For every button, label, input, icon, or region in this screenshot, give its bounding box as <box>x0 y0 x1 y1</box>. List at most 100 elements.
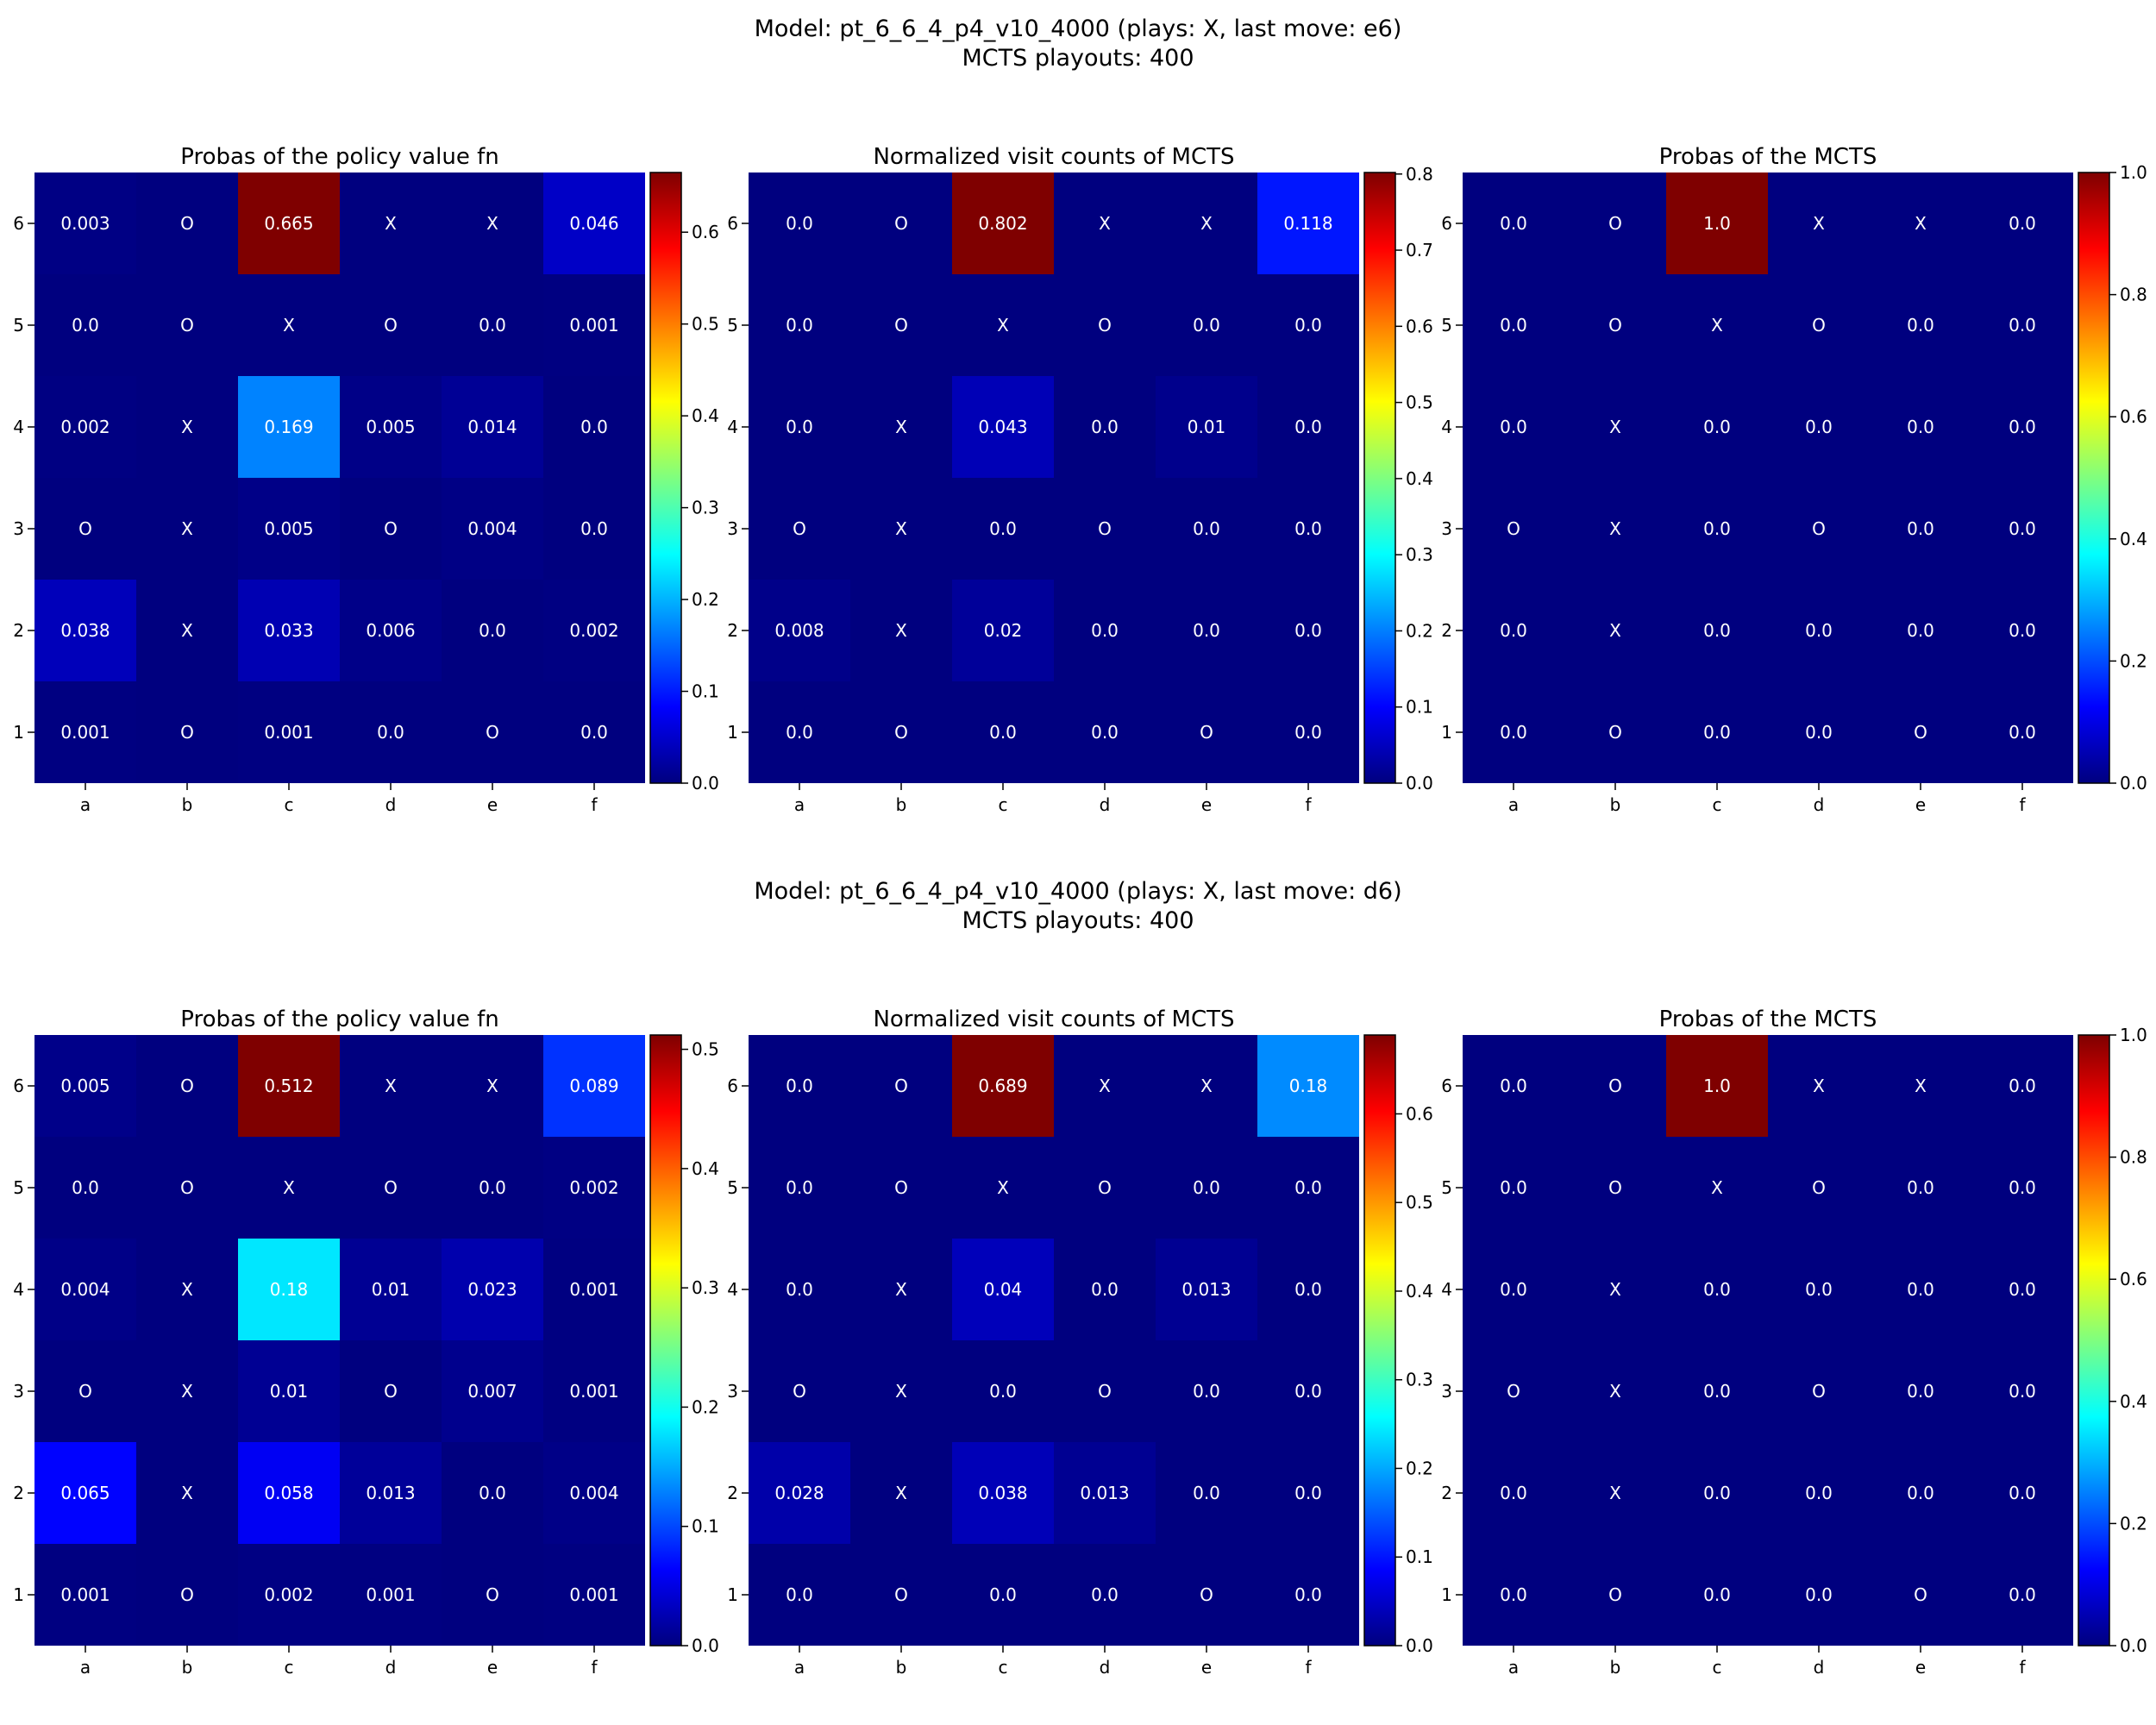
heatmap-cell <box>1156 172 1257 274</box>
heatmap-cell <box>1054 478 1156 580</box>
heatmap-cell <box>1156 1340 1257 1442</box>
heatmap-cell <box>1156 580 1257 681</box>
cell-label: 0.0 <box>2009 620 2036 641</box>
cell-label: 0.0 <box>2009 417 2036 437</box>
heatmap-cell <box>952 1544 1054 1646</box>
heatmap-cell <box>952 1442 1054 1544</box>
cell-label: 0.013 <box>1080 1483 1129 1503</box>
x-tick-label: f <box>2019 794 2026 815</box>
colorbar-frame <box>649 172 682 784</box>
cell-label: 0.0 <box>479 315 506 336</box>
heatmap-cell <box>543 274 645 376</box>
cell-label: 0.005 <box>366 417 415 437</box>
colorbar-tick-label: 0.0 <box>1406 1635 1433 1656</box>
y-tick-label: 5 <box>13 1177 24 1198</box>
cell-label: 0.0 <box>479 1483 506 1503</box>
cell-label: 0.0 <box>786 1076 813 1096</box>
cell-label: 0.004 <box>467 518 517 539</box>
colorbar-tick-label: 0.2 <box>692 589 719 610</box>
colorbar-tick-label: 0.6 <box>1406 1103 1433 1124</box>
panel-title: Probas of the MCTS <box>1659 1007 1877 1032</box>
cell-label: 0.118 <box>1283 213 1332 234</box>
cell-label: 0.0 <box>1294 518 1322 539</box>
cell-label: 0.002 <box>60 417 110 437</box>
heatmap-cell <box>1768 1340 1870 1442</box>
heatmap-cell <box>952 478 1054 580</box>
y-tick-label: 1 <box>13 722 24 743</box>
colorbar <box>1364 1035 1395 1646</box>
heatmap-cell <box>1971 274 2073 376</box>
heatmap-cell <box>1971 1340 2073 1442</box>
heatmap-cell <box>850 478 952 580</box>
cell-label: 0.0 <box>1294 1177 1322 1198</box>
cell-label: 0.0 <box>786 1279 813 1300</box>
heatmap-cell <box>1564 580 1666 681</box>
cell-label: X <box>1609 417 1621 437</box>
colorbar-tick-label: 0.0 <box>692 1635 719 1656</box>
colorbar-tick-label: 0.5 <box>692 1039 719 1060</box>
heatmap-cell <box>850 1544 952 1646</box>
heatmap-cell <box>340 376 442 478</box>
heatmap-cell <box>136 1340 238 1442</box>
cell-label: O <box>1098 1177 1112 1198</box>
cell-label: X <box>181 1483 193 1503</box>
cell-label: 0.0 <box>2009 1076 2036 1096</box>
colorbar-tick-label: 0.3 <box>692 498 719 518</box>
y-tick-label: 1 <box>1441 1584 1452 1605</box>
heatmap-cell <box>1257 1137 1359 1239</box>
heatmap-cell <box>749 172 850 274</box>
cell-label: 0.0 <box>479 620 506 641</box>
heatmap-cell <box>543 681 645 783</box>
cell-label: 0.0 <box>1703 1584 1731 1605</box>
cell-label: 0.001 <box>569 1584 618 1605</box>
heatmap-cell <box>442 478 543 580</box>
heatmap-cell <box>1257 172 1359 274</box>
heatmap-cell <box>1768 172 1870 274</box>
cell-label: 0.0 <box>1193 620 1220 641</box>
heatmap-cell <box>1463 376 1564 478</box>
heatmap-cell <box>1463 1035 1564 1137</box>
cell-label: 0.028 <box>774 1483 824 1503</box>
cell-label: 0.18 <box>270 1279 309 1300</box>
heatmap-cell <box>340 1035 442 1137</box>
heatmap-cell <box>34 1137 136 1239</box>
heatmap-cell <box>1971 681 2073 783</box>
heatmap-cell <box>340 580 442 681</box>
y-tick-label: 2 <box>1441 620 1452 641</box>
colorbar-tick-label: 0.1 <box>692 1516 719 1537</box>
cell-label: 0.665 <box>264 213 313 234</box>
cell-label: X <box>181 417 193 437</box>
colorbar <box>650 1035 681 1646</box>
heatmap-cell <box>136 1544 238 1646</box>
heatmap-cell <box>442 1340 543 1442</box>
heatmap-panel-1-3: Probas of the MCTS 0.0 O 1.0 X X 0.0 0.0 O X O 0.0 0… <box>1441 144 2147 815</box>
heatmap-cell <box>850 1239 952 1340</box>
cell-label: 0.033 <box>264 620 313 641</box>
heatmap-cell <box>1054 274 1156 376</box>
cell-label: 0.0 <box>2009 1483 2036 1503</box>
heatmap-cell <box>952 376 1054 478</box>
cell-label: 0.0 <box>1907 1177 1934 1198</box>
heatmap-cell <box>749 1239 850 1340</box>
heatmap-cell <box>1870 1340 1971 1442</box>
heatmap-cell <box>952 274 1054 376</box>
cell-label: X <box>385 213 397 234</box>
cell-label: X <box>1915 213 1927 234</box>
cell-label: 0.18 <box>1289 1076 1328 1096</box>
heatmap-cell <box>1768 1239 1870 1340</box>
heatmap-panel-1-2: Normalized visit counts of MCTS 0.0 O 0.802… <box>727 144 1433 815</box>
heatmap-cell <box>749 1544 850 1646</box>
heatmap-cell <box>1257 1239 1359 1340</box>
colorbar-frame <box>1363 172 1396 784</box>
cell-label: X <box>1609 518 1621 539</box>
heatmap-cell <box>34 1340 136 1442</box>
heatmap-cell <box>1768 681 1870 783</box>
colorbar <box>650 172 681 783</box>
heatmap-cell <box>442 376 543 478</box>
cell-label: 0.0 <box>1294 722 1322 743</box>
cell-label: 0.0 <box>1805 1584 1833 1605</box>
heatmap-cell <box>1768 1442 1870 1544</box>
cell-label: 0.004 <box>60 1279 110 1300</box>
heatmap-cell <box>1768 580 1870 681</box>
heatmap-cell <box>1054 1239 1156 1340</box>
